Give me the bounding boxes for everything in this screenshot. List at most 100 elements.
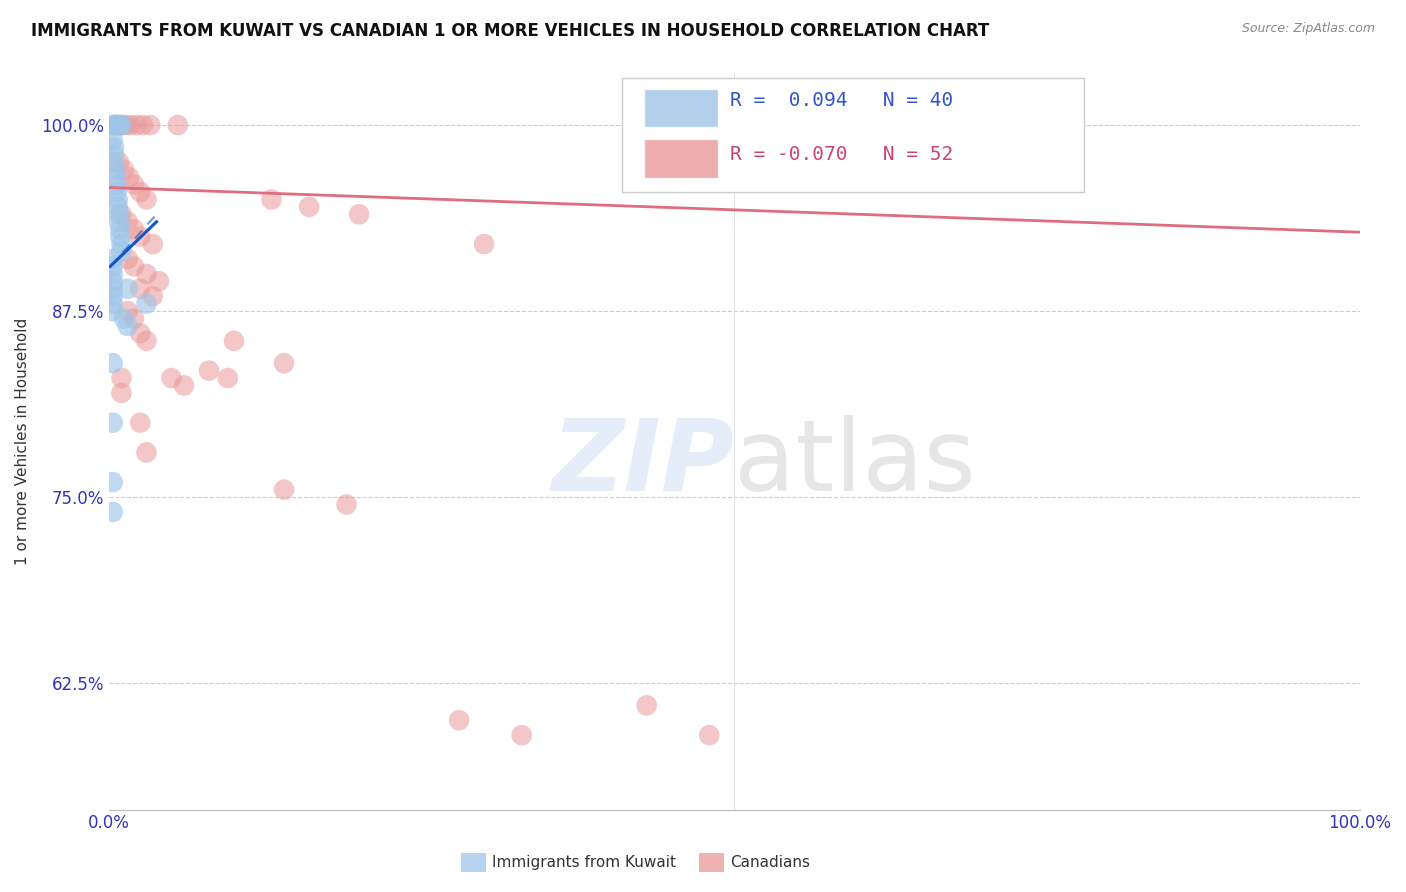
Point (101, 416, 124, 430)
Point (104, 118, 127, 132)
Text: IMMIGRANTS FROM KUWAIT VS CANADIAN 1 OR MORE VEHICLES IN HOUSEHOLD CORRELATION C: IMMIGRANTS FROM KUWAIT VS CANADIAN 1 OR … (31, 22, 990, 40)
Point (107, 118, 129, 132)
Point (129, 229, 152, 244)
Point (118, 170, 141, 185)
Point (105, 118, 128, 132)
Point (101, 133, 124, 147)
Point (101, 296, 124, 310)
Point (129, 282, 152, 296)
Point (117, 282, 139, 296)
Point (104, 162, 127, 177)
Point (298, 200, 321, 214)
Point (110, 244, 132, 259)
Text: atlas: atlas (734, 415, 976, 512)
Point (110, 371, 132, 385)
Point (139, 118, 162, 132)
Point (273, 356, 295, 370)
Point (114, 118, 136, 132)
Point (103, 140, 125, 154)
Point (103, 148, 125, 162)
Point (108, 155, 131, 169)
Point (110, 385, 132, 400)
Point (260, 193, 283, 207)
Point (105, 178, 128, 192)
Point (273, 483, 295, 497)
Point (104, 170, 127, 185)
Point (103, 118, 125, 132)
Point (636, 698, 658, 713)
Point (110, 207, 132, 221)
Point (135, 334, 157, 348)
Text: ZIP: ZIP (551, 415, 734, 512)
Point (117, 304, 139, 318)
Text: Immigrants from Kuwait: Immigrants from Kuwait (492, 855, 676, 870)
Point (125, 118, 148, 132)
Point (122, 178, 145, 192)
Point (101, 356, 124, 370)
Point (723, 118, 745, 132)
Point (101, 118, 124, 132)
Point (129, 416, 152, 430)
Point (160, 371, 183, 385)
Point (142, 237, 165, 252)
Point (198, 363, 221, 377)
Point (108, 215, 131, 229)
Point (101, 282, 124, 296)
Point (112, 311, 135, 326)
Point (347, 207, 370, 221)
Point (108, 207, 131, 221)
Point (122, 260, 145, 274)
Point (110, 118, 132, 132)
Point (222, 334, 245, 348)
Point (110, 222, 132, 236)
Point (135, 296, 157, 310)
Point (101, 274, 124, 288)
Point (101, 505, 124, 519)
Point (132, 118, 155, 132)
Point (108, 118, 131, 132)
Point (117, 252, 139, 266)
Point (110, 118, 132, 132)
Point (173, 378, 195, 392)
Point (335, 498, 357, 512)
Point (101, 260, 124, 274)
Point (120, 118, 142, 132)
Point (217, 371, 239, 385)
Point (973, 118, 995, 132)
Point (135, 193, 157, 207)
Point (110, 237, 132, 252)
Point (104, 118, 127, 132)
Point (101, 475, 124, 490)
Y-axis label: 1 or more Vehicles in Household: 1 or more Vehicles in Household (15, 318, 30, 565)
Point (122, 222, 145, 236)
Point (112, 162, 135, 177)
Text: Source: ZipAtlas.com: Source: ZipAtlas.com (1241, 22, 1375, 36)
Point (148, 274, 170, 288)
Point (107, 200, 129, 214)
Point (129, 326, 152, 341)
Text: R = -0.070   N = 52: R = -0.070 N = 52 (731, 145, 953, 163)
Point (101, 267, 124, 281)
Point (135, 267, 157, 281)
Point (166, 118, 188, 132)
Point (110, 118, 132, 132)
FancyBboxPatch shape (644, 139, 718, 178)
Point (510, 728, 533, 742)
Point (101, 304, 124, 318)
Point (697, 728, 720, 742)
Point (103, 155, 125, 169)
Point (107, 118, 129, 132)
Point (449, 713, 471, 727)
FancyBboxPatch shape (621, 78, 1084, 193)
Point (117, 318, 139, 333)
Point (107, 193, 129, 207)
FancyBboxPatch shape (644, 89, 718, 128)
Text: R =  0.094   N = 40: R = 0.094 N = 40 (731, 91, 953, 110)
Point (122, 311, 145, 326)
Point (117, 215, 139, 229)
Text: Canadians: Canadians (730, 855, 810, 870)
Point (110, 229, 132, 244)
Point (142, 289, 165, 303)
Point (105, 185, 128, 199)
Point (101, 289, 124, 303)
